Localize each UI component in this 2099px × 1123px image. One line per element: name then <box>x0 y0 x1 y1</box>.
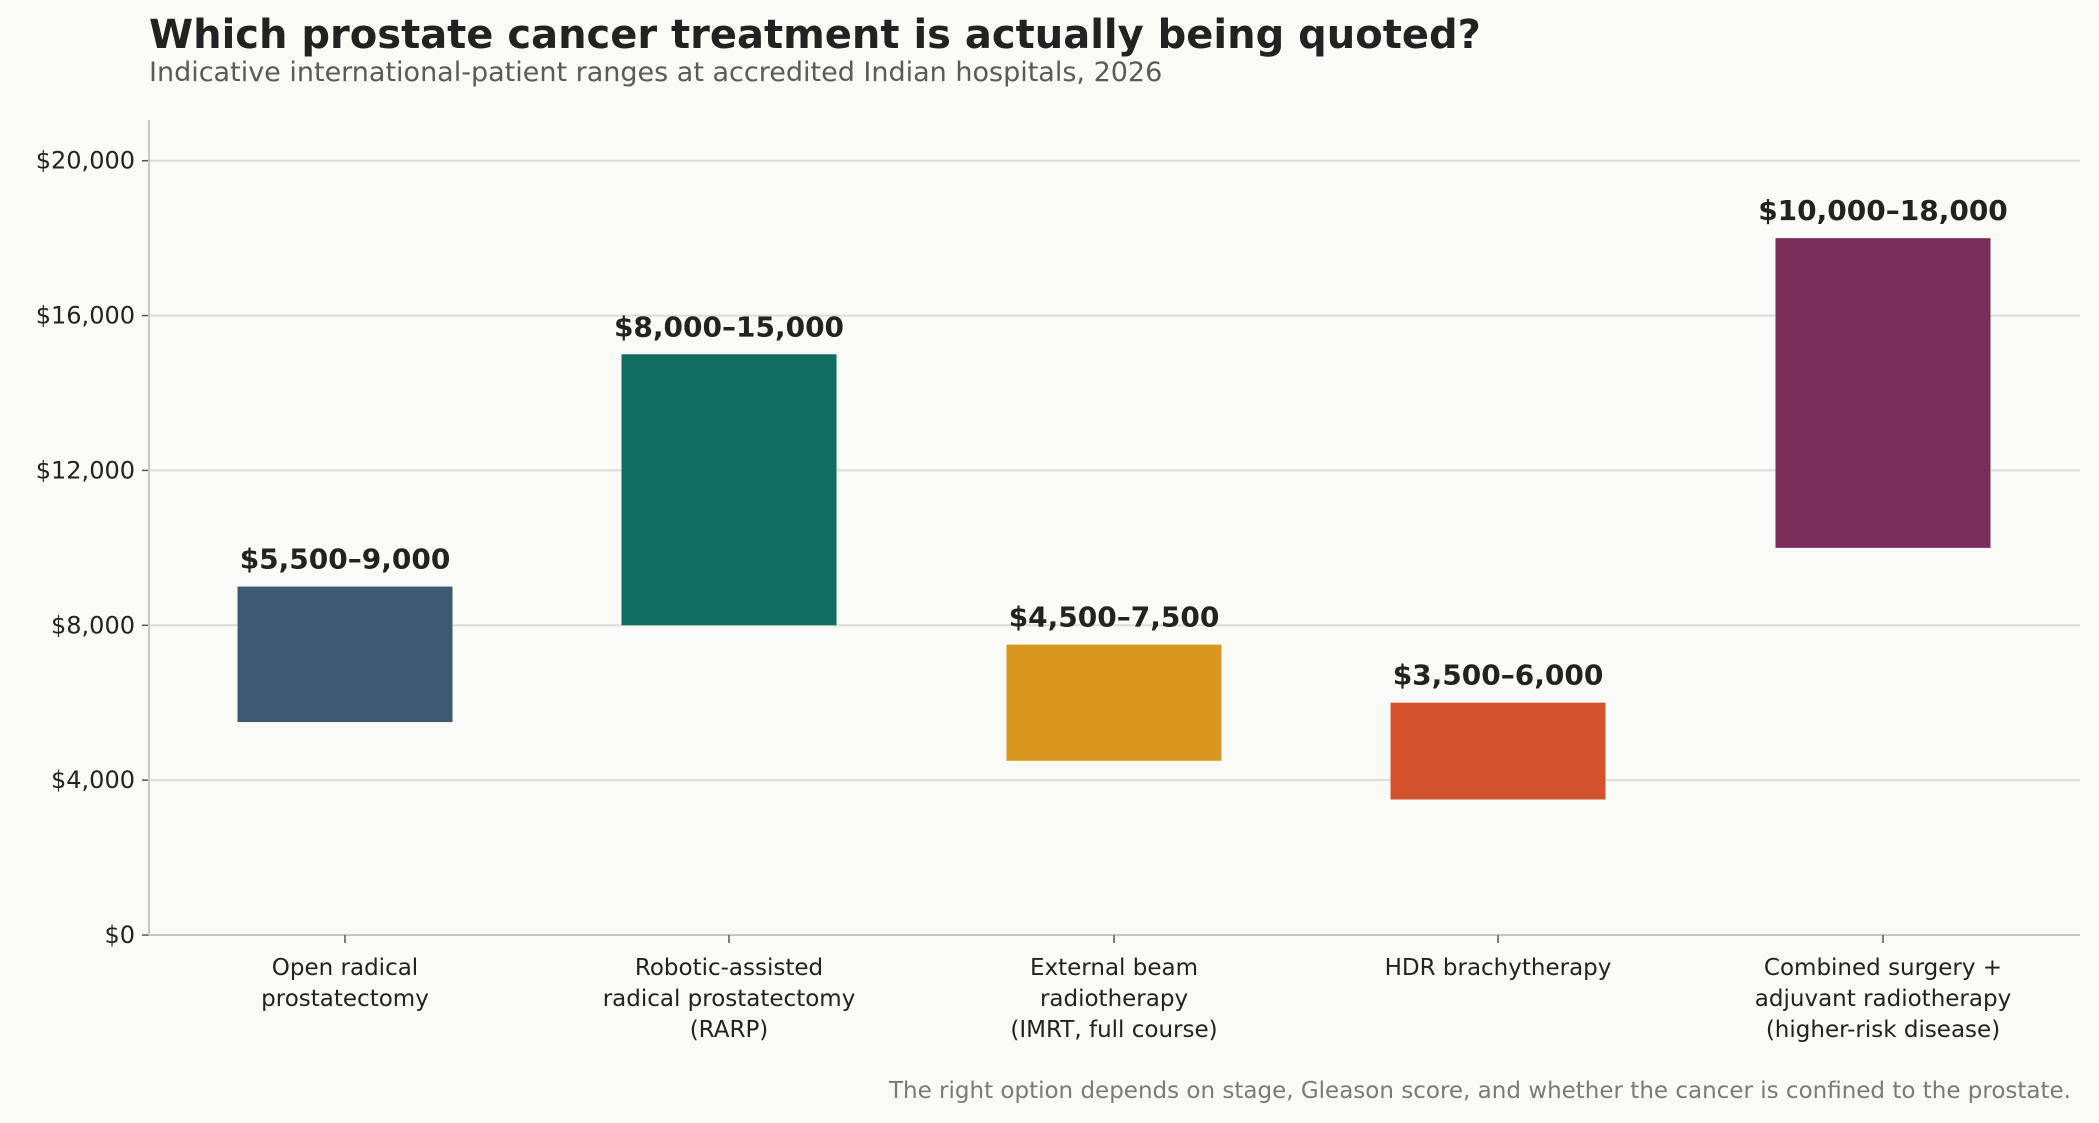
y-tick-label: $16,000 <box>36 302 135 330</box>
x-tick-label: (higher-risk disease) <box>1766 1017 2000 1043</box>
y-tick-label: $4,000 <box>51 766 135 794</box>
data-label: $8,000–15,000 <box>614 310 844 343</box>
x-tick-label: Robotic-assisted <box>635 955 823 981</box>
data-label: $5,500–9,000 <box>240 543 451 576</box>
data-label: $3,500–6,000 <box>1393 659 1604 692</box>
x-tick-label: (IMRT, full course) <box>1010 1017 1217 1043</box>
range-bar <box>1775 238 1991 548</box>
range-bar <box>621 354 837 626</box>
x-tick-label: Open radical <box>272 955 418 981</box>
chart-title: Which prostate cancer treatment is actua… <box>149 12 1481 58</box>
x-tick-label: (RARP) <box>690 1017 769 1043</box>
range-bar <box>1006 644 1222 761</box>
range-bar <box>237 586 453 723</box>
data-label: $10,000–18,000 <box>1758 194 2008 227</box>
x-tick-label: Combined surgery + <box>1764 955 2002 981</box>
x-tick-label: radical prostatectomy <box>603 986 856 1012</box>
data-label: $4,500–7,500 <box>1009 601 1220 634</box>
y-tick-label: $0 <box>104 921 135 949</box>
x-tick-label: prostatectomy <box>261 986 429 1012</box>
x-tick-label: External beam <box>1030 955 1198 981</box>
y-tick-label: $12,000 <box>36 456 135 484</box>
range-bar <box>1390 702 1606 800</box>
x-tick-label: radiotherapy <box>1040 986 1188 1012</box>
x-tick-label: HDR brachytherapy <box>1385 955 1612 981</box>
x-tick-label: adjuvant radiotherapy <box>1755 986 2011 1012</box>
chart-subtitle: Indicative international-patient ranges … <box>149 57 1163 88</box>
y-tick-label: $8,000 <box>51 611 135 639</box>
y-tick-label: $20,000 <box>36 147 135 175</box>
footnote: The right option depends on stage, Gleas… <box>888 1078 2071 1104</box>
